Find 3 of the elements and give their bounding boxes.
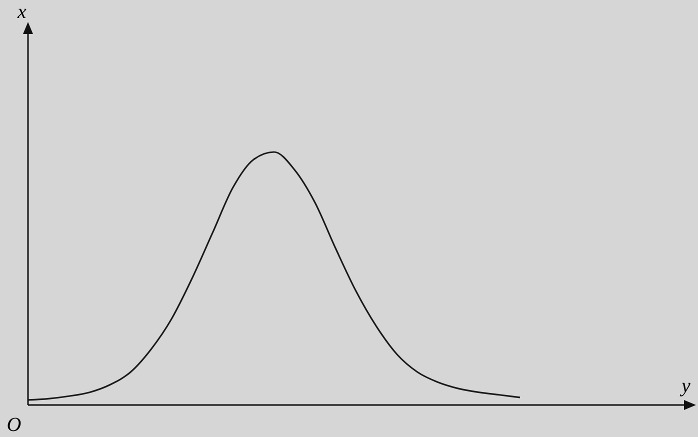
text: y — [680, 375, 691, 397]
text: O — [6, 414, 22, 436]
text: x — [16, 1, 27, 23]
